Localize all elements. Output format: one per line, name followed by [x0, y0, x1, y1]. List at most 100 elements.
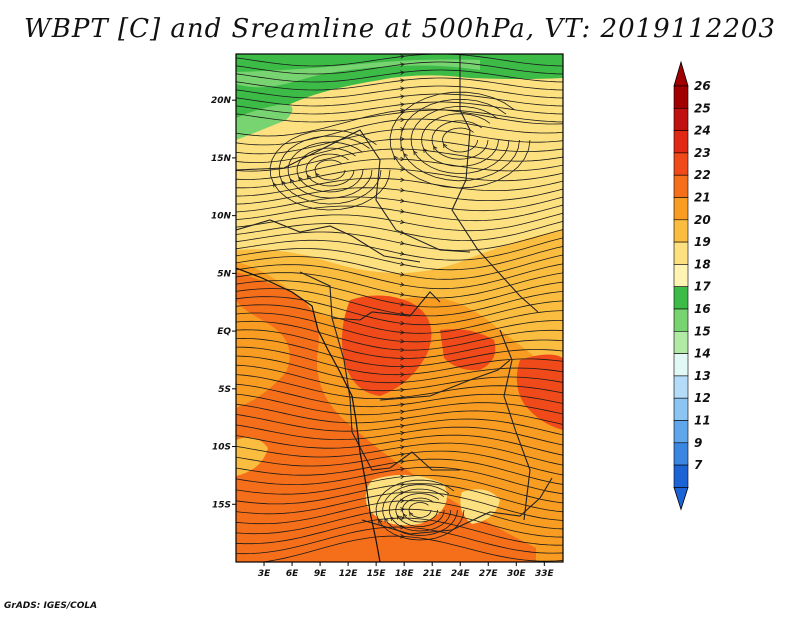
colorbar-label: 26: [694, 79, 711, 93]
streamline: [236, 101, 563, 115]
lon-tick-label: 33E: [535, 569, 555, 579]
streamline-arrow: [400, 437, 405, 443]
streamline-arrow: [400, 387, 405, 393]
map-frame: [235, 53, 564, 563]
streamline-arrow: [400, 187, 405, 193]
colorbar-label: 14: [694, 347, 711, 361]
coastlines: [236, 267, 381, 562]
lat-tick: 15N: [211, 154, 236, 164]
streamline: [236, 177, 563, 197]
colorbar-swatch: [673, 264, 689, 287]
streamline-arrow: [400, 198, 405, 203]
streamline: [236, 355, 563, 384]
streamline-arrow: [400, 282, 405, 287]
streamline: [236, 254, 563, 280]
lon-tick: 6E: [286, 562, 299, 579]
lat-tick-label: EQ: [217, 327, 231, 337]
streamline-arrow: [400, 70, 405, 75]
colorbar-label: 20: [694, 213, 711, 227]
streamline-arrow: [403, 152, 408, 158]
streamline-arrow: [384, 517, 389, 523]
streamline: [236, 93, 563, 107]
colorbar-swatch: [673, 108, 689, 131]
colorbar-swatch: [673, 420, 689, 444]
streamline-arrow: [423, 148, 428, 153]
colorbar-swatch: [673, 464, 689, 488]
colorbar-swatch: [673, 174, 689, 198]
streamline: [236, 229, 563, 251]
lon-tick-label: 12E: [339, 569, 359, 579]
colorbar-label: 24: [694, 124, 711, 138]
colorbar-label: 22: [694, 168, 711, 182]
colorbar-label: 12: [694, 391, 711, 405]
streamline: [236, 296, 563, 326]
streamline-arrow: [400, 416, 405, 422]
streamline-arrow: [400, 177, 405, 182]
streamline: [236, 320, 563, 351]
lon-tick: 21E: [423, 562, 443, 579]
streamline-arrow: [272, 182, 278, 188]
streamline: [236, 138, 563, 163]
streamline-arrow: [400, 127, 405, 132]
country-borders: [236, 54, 553, 535]
lon-tick: 12E: [339, 562, 359, 579]
streamline-arrow: [400, 338, 405, 344]
streamline-arrow: [400, 54, 405, 59]
streamline-arrow: [400, 167, 405, 172]
longitude-axis: 3E 6E 9E 12E 15E 18E 21E 24E 27E 30E 33E: [258, 562, 555, 579]
lat-tick-label: 10N: [211, 212, 232, 222]
streamline-arrow: [400, 117, 405, 123]
streamline-arrow: [400, 402, 405, 407]
streamline-arrow: [400, 459, 405, 465]
streamline: [236, 442, 563, 466]
streamline: [236, 329, 563, 359]
streamline-arrow: [400, 272, 405, 277]
streamline-arrow: [400, 86, 405, 91]
streamline-arrow: [402, 513, 408, 519]
streamline-arrow: [400, 102, 405, 107]
streamline: [236, 118, 563, 146]
streamline-arrow: [400, 240, 405, 246]
lon-tick: 30E: [507, 562, 526, 579]
lat-tick-label: 15N: [211, 154, 232, 164]
streamline-arrow: [400, 452, 405, 457]
lat-tick: EQ: [217, 327, 236, 337]
streamline: [236, 148, 563, 172]
streamline-arrow: [315, 172, 320, 178]
streamline-arrow: [400, 136, 405, 142]
streamline: [236, 483, 563, 513]
streamline: [236, 458, 563, 485]
colorbar-label: 9: [694, 436, 702, 450]
streamline: [236, 383, 563, 408]
streamline-arrow: [390, 516, 395, 522]
streamline: [236, 158, 563, 180]
streamline-arrow: [400, 466, 405, 472]
streamline: [236, 508, 563, 538]
streamline: [236, 517, 563, 546]
streamline: [236, 85, 563, 99]
lat-tick-label: 15S: [212, 500, 231, 510]
streamline-arrow: [400, 364, 405, 369]
colorbar-swatch: [673, 397, 689, 421]
lat-tick-label: 10S: [212, 443, 231, 453]
streamline-arrow: [433, 145, 438, 151]
colorbar-label: 13: [694, 369, 711, 383]
colorbar-swatch: [673, 152, 689, 176]
colorbar-label: 17: [694, 280, 711, 294]
streamline-arrow: [400, 430, 405, 436]
colorbar-label: 11: [694, 414, 711, 428]
streamline: [236, 272, 563, 299]
colorbar-swatch: [673, 286, 689, 310]
streamline-arrow: [443, 143, 448, 149]
lon-tick-label: 21E: [423, 569, 443, 579]
streamline: [236, 54, 563, 67]
lon-tick: 18E: [395, 562, 414, 579]
streamline-arrow: [400, 445, 405, 450]
lat-tick: 5N: [217, 269, 236, 279]
streamline: [236, 475, 563, 504]
streamline: [236, 77, 563, 91]
map-title: WBPT [C] and Sreamline at 500hPa, VT: 20…: [24, 14, 776, 44]
streamline: [236, 393, 563, 416]
colorbar-label: 19: [694, 235, 711, 249]
streamline: [236, 346, 563, 376]
